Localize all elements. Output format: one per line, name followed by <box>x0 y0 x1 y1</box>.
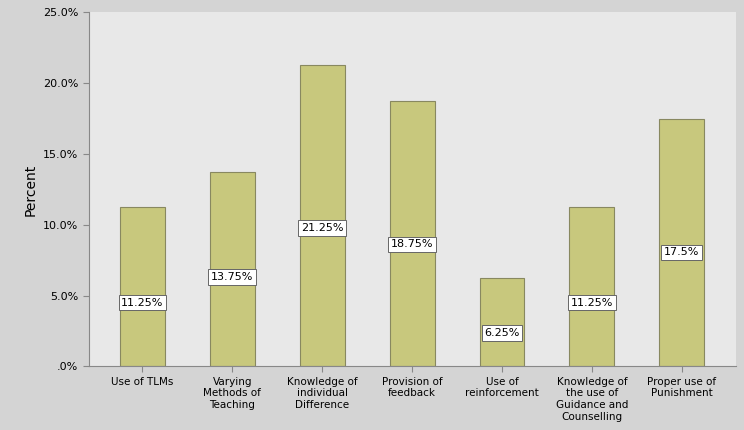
Bar <box>390 101 434 366</box>
Bar <box>659 119 705 366</box>
Text: 17.5%: 17.5% <box>664 247 699 258</box>
Bar <box>210 172 255 366</box>
Bar <box>569 207 615 366</box>
Text: 21.25%: 21.25% <box>301 223 344 233</box>
Y-axis label: Percent: Percent <box>23 163 37 215</box>
Text: 18.75%: 18.75% <box>391 239 433 249</box>
Text: 6.25%: 6.25% <box>484 328 519 338</box>
Text: 11.25%: 11.25% <box>121 298 164 308</box>
Text: 11.25%: 11.25% <box>571 298 613 308</box>
Bar <box>300 65 344 366</box>
Text: 13.75%: 13.75% <box>211 272 254 282</box>
Bar <box>480 278 525 366</box>
Bar <box>120 207 165 366</box>
